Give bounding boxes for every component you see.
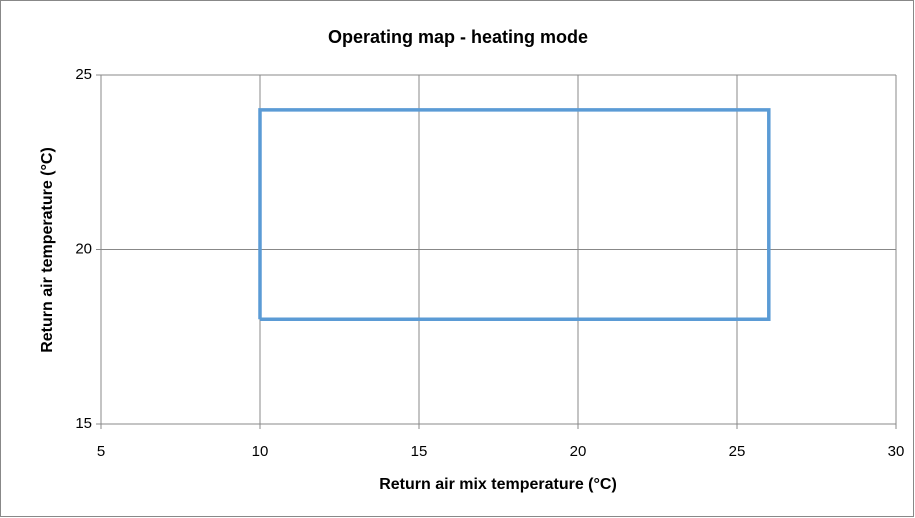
x-tick-label: 10 bbox=[252, 443, 269, 460]
y-tick-label: 15 bbox=[75, 415, 92, 432]
x-tick-label: 30 bbox=[888, 443, 905, 460]
y-tick-label: 20 bbox=[75, 240, 92, 257]
y-axis-title: Return air temperature (°C) bbox=[39, 147, 56, 353]
data-line bbox=[258, 108, 771, 322]
x-tick-label: 20 bbox=[570, 443, 587, 460]
y-tick-label: 25 bbox=[75, 66, 92, 83]
x-axis-title: Return air mix temperature (°C) bbox=[379, 476, 617, 493]
x-tick-label: 5 bbox=[97, 443, 105, 460]
x-tick-label: 25 bbox=[729, 443, 746, 460]
x-tick-label: 15 bbox=[411, 443, 428, 460]
chart-title: Operating map - heating mode bbox=[328, 27, 588, 47]
